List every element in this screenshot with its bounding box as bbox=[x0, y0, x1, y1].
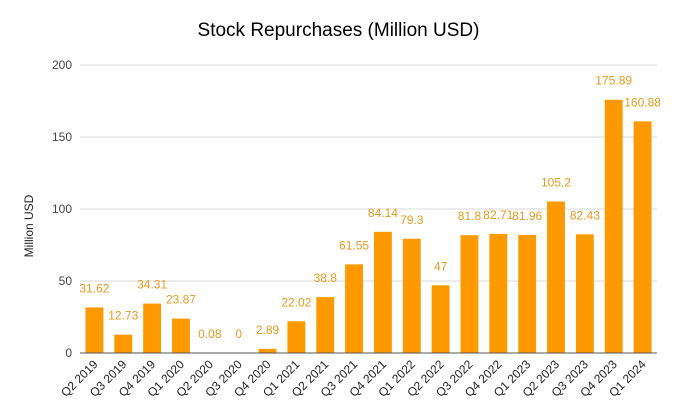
bar bbox=[85, 307, 104, 353]
y-tick-label: 150 bbox=[52, 130, 72, 144]
bar bbox=[373, 231, 392, 353]
data-label: 0 bbox=[235, 327, 242, 341]
data-label: 22.02 bbox=[281, 295, 311, 309]
data-label: 81.96 bbox=[512, 209, 542, 223]
bar bbox=[143, 303, 162, 353]
bar bbox=[575, 234, 594, 353]
y-tick-label: 0 bbox=[65, 346, 72, 360]
data-label: 38.8 bbox=[314, 271, 338, 285]
bar bbox=[172, 318, 190, 353]
data-label: 2.89 bbox=[256, 323, 280, 337]
bar bbox=[431, 285, 450, 353]
bar bbox=[489, 233, 508, 353]
y-axis-ticks: 0 50 100 150 200 bbox=[52, 58, 72, 360]
data-label: 79.3 bbox=[400, 213, 424, 227]
data-label: 34.31 bbox=[137, 278, 167, 292]
y-tick-label: 200 bbox=[52, 58, 72, 72]
data-label: 31.62 bbox=[79, 281, 109, 295]
data-label: 0.08 bbox=[198, 327, 222, 341]
bar bbox=[547, 201, 565, 353]
bar bbox=[287, 321, 306, 353]
bars bbox=[85, 99, 652, 354]
bar bbox=[604, 99, 623, 353]
data-label: 175.89 bbox=[595, 74, 632, 88]
data-label: 160.88 bbox=[624, 95, 661, 109]
bar bbox=[633, 121, 652, 354]
data-label: 61.55 bbox=[339, 238, 369, 252]
data-label: 47 bbox=[434, 259, 448, 273]
bar bbox=[460, 235, 479, 353]
bar bbox=[114, 334, 133, 353]
chart-title: Stock Repurchases (Million USD) bbox=[197, 20, 480, 41]
data-label: 12.73 bbox=[108, 309, 138, 323]
y-axis-label: Million USD bbox=[22, 194, 36, 257]
data-label: 82.71 bbox=[483, 208, 513, 222]
data-label: 84.14 bbox=[368, 206, 398, 220]
data-label: 82.43 bbox=[570, 208, 600, 222]
y-tick-label: 50 bbox=[59, 274, 73, 288]
bar bbox=[345, 264, 364, 353]
bar bbox=[518, 234, 537, 353]
y-tick-label: 100 bbox=[52, 202, 72, 216]
data-label: 105.2 bbox=[541, 176, 571, 190]
bar bbox=[402, 238, 421, 353]
bar bbox=[258, 348, 277, 353]
bar bbox=[316, 297, 335, 353]
data-label: 23.87 bbox=[166, 293, 196, 307]
data-label: 81.8 bbox=[458, 209, 482, 223]
